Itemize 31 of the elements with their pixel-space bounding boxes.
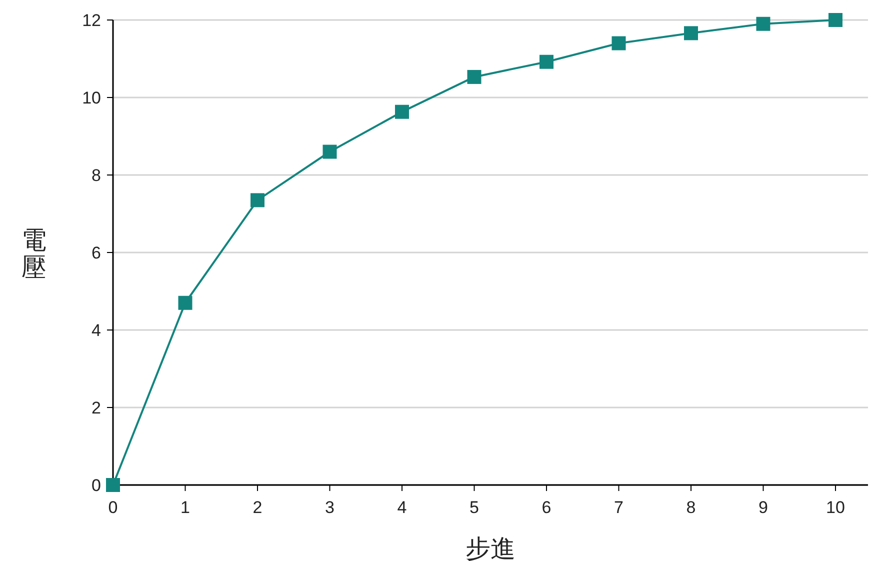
point — [322, 144, 337, 159]
y-tick-label: 0 — [92, 476, 101, 495]
point — [467, 70, 482, 84]
x-tick-label: 2 — [252, 498, 262, 517]
y-tick-label: 6 — [92, 244, 101, 262]
point — [539, 54, 554, 69]
x-tick-label: 6 — [542, 498, 552, 517]
x-tick-label: 0 — [108, 498, 118, 517]
x-tick-label: 9 — [758, 498, 768, 517]
point — [828, 13, 842, 27]
x-tick-label: 10 — [826, 498, 845, 517]
x-tick-label: 8 — [686, 498, 696, 517]
point — [394, 104, 409, 119]
y-tick-label: 2 — [92, 398, 101, 418]
x-tick-label: 3 — [325, 498, 334, 517]
point — [684, 26, 698, 40]
point — [106, 478, 120, 492]
y-tick-label: 10 — [82, 88, 101, 108]
x-tick-label: 5 — [470, 498, 479, 517]
point — [250, 193, 264, 208]
x-axis-title: 步進 — [466, 535, 516, 561]
point — [756, 16, 770, 31]
point — [612, 36, 626, 50]
y-axis-title: 電壓 — [22, 226, 46, 282]
y-tick-label: 8 — [92, 166, 101, 185]
x-tick-label: 1 — [180, 498, 190, 517]
x-tick-label: 4 — [397, 498, 407, 517]
y-tick-label: 4 — [92, 321, 101, 340]
x-tick-label: 7 — [614, 498, 624, 517]
y-tick-label: 12 — [82, 11, 101, 30]
point — [178, 296, 192, 310]
